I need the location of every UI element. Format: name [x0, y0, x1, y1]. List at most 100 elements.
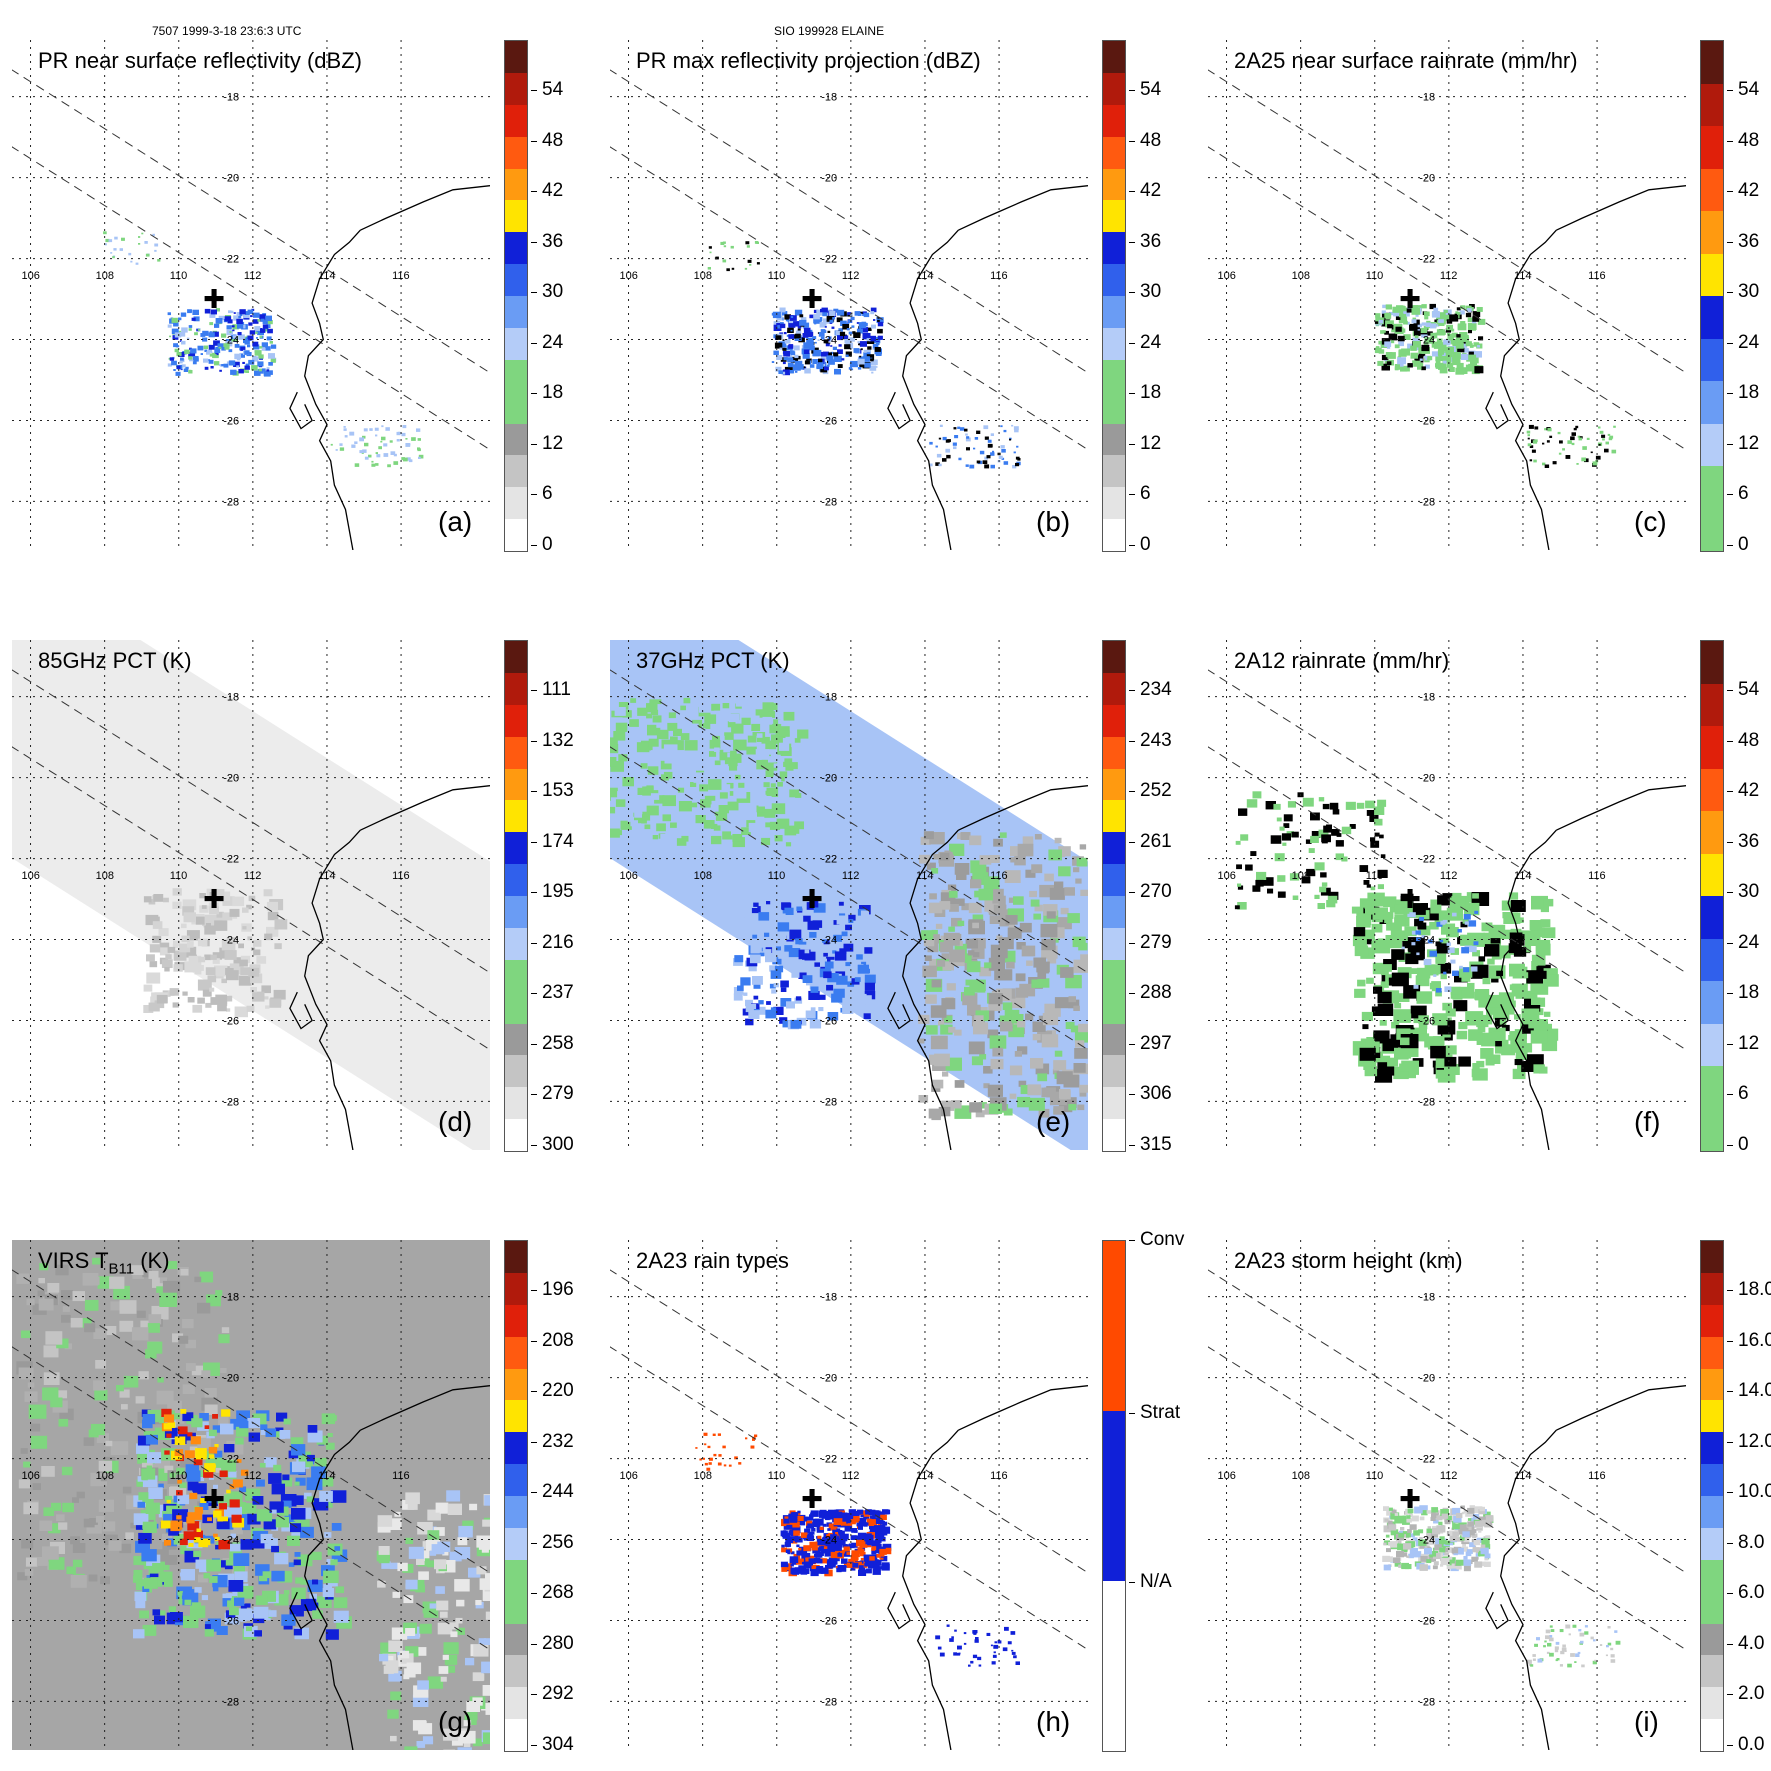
- rainrate-cell: [1488, 924, 1506, 939]
- rain-type-cell: [816, 1566, 824, 1572]
- reflectivity-cell: [344, 435, 348, 438]
- rainrate-cell: [1421, 322, 1426, 326]
- rainrate-cell: [1478, 998, 1491, 1008]
- colorbar-segment: [505, 1023, 527, 1056]
- storm-height-cell: [1592, 1660, 1597, 1665]
- max-reflectivity-cell: [862, 333, 871, 340]
- storm-height-cell: [1436, 1515, 1443, 1521]
- pct37-cell: [709, 751, 717, 757]
- pct37-cell: [790, 1019, 802, 1029]
- max-reflectivity-cell: [806, 331, 814, 337]
- virs-cell: [281, 1614, 296, 1626]
- longitude-label: 106: [22, 870, 40, 882]
- pct37-cell: [750, 944, 762, 954]
- storm-height-cell: [1410, 1533, 1415, 1538]
- virs-cell: [208, 1446, 218, 1454]
- reflectivity-cell: [202, 330, 209, 336]
- reflectivity-cell: [218, 315, 225, 321]
- max-reflectivity-cell: [866, 338, 871, 342]
- max-reflectivity-cell: [877, 321, 884, 327]
- pct37-cell: [610, 787, 618, 798]
- rainrate-cell: [1391, 949, 1405, 960]
- reflectivity-cell: [208, 344, 215, 350]
- max-reflectivity-cell: [774, 342, 783, 349]
- rainrate-cell: [1363, 880, 1370, 885]
- rain-type-cell: [865, 1568, 872, 1574]
- virs-cell: [194, 1276, 202, 1283]
- colorbar-tick-label: 54: [1726, 79, 1760, 101]
- rainrate-cell: [1501, 1024, 1510, 1032]
- storm-height-cell: [1561, 1647, 1567, 1652]
- pct37-cell: [861, 961, 867, 966]
- reflectivity-cell: [240, 346, 246, 351]
- rainrate-cell: [1557, 431, 1561, 435]
- rain-type-cell: [848, 1543, 855, 1549]
- latitude-label: -28: [1419, 1096, 1435, 1108]
- virs-cell: [312, 1579, 319, 1585]
- panel-title-text: 37GHz PCT (K): [636, 648, 790, 673]
- reflectivity-cell: [188, 369, 192, 372]
- virs-cell: [233, 1553, 250, 1566]
- panel-label-c: (c): [1634, 506, 1667, 537]
- virs-cell: [191, 1602, 201, 1610]
- colorbar-segment: [505, 1527, 527, 1560]
- rain-type-cell: [863, 1544, 868, 1548]
- max-reflectivity-cell: [990, 433, 994, 436]
- max-reflectivity-cell: [723, 245, 727, 248]
- rainrate-cell: [1366, 977, 1374, 984]
- rainrate-cell: [1510, 900, 1526, 912]
- pct37-cell: [704, 714, 717, 724]
- colorbar-tick-label: 48: [1128, 129, 1162, 151]
- virs-cell: [168, 1606, 177, 1613]
- rain-type-cell: [865, 1538, 874, 1546]
- rainrate-cell: [1389, 311, 1394, 316]
- pct37-cell: [761, 837, 771, 846]
- rainrate-cell: [1421, 304, 1427, 309]
- colorbar-segment: [1103, 896, 1125, 928]
- pct37-cell: [772, 946, 784, 956]
- storm-height-cell: [1560, 1650, 1565, 1655]
- colorbar-tick-label: 279: [531, 1083, 574, 1105]
- virs-cell: [256, 1479, 265, 1487]
- reflectivity-cell: [191, 317, 196, 321]
- rainrate-cell: [1354, 945, 1369, 957]
- rainrate-cell: [1445, 328, 1451, 333]
- storm-height-cell: [1565, 1624, 1571, 1629]
- colorbar-tick-label: 132: [531, 729, 574, 751]
- max-reflectivity-cell: [1003, 461, 1009, 465]
- virs-cell: [136, 1310, 146, 1318]
- max-reflectivity-cell: [773, 350, 779, 355]
- pr-swath-edge: [610, 1269, 1088, 1574]
- pct37-cell: [975, 1110, 985, 1118]
- rainrate-cell: [1318, 797, 1325, 802]
- colorbar-segment: [505, 232, 527, 265]
- colorbar-tick-label: 54: [1128, 79, 1162, 101]
- reflectivity-cell: [193, 356, 199, 361]
- max-reflectivity-cell: [827, 330, 831, 333]
- virs-cell: [38, 1298, 54, 1311]
- rainrate-cell: [1400, 1013, 1412, 1023]
- rainrate-cell: [1237, 883, 1242, 887]
- rainrate-cell: [1399, 1063, 1410, 1072]
- virs-cell: [269, 1501, 284, 1513]
- colorbar-tick-label: 14.0: [1727, 1380, 1771, 1402]
- rainrate-cell: [1379, 834, 1384, 839]
- pct85-cell: [246, 904, 252, 910]
- rain-type-cell: [997, 1640, 1002, 1644]
- colorbar-segment: [505, 104, 527, 137]
- pct37-cell: [663, 771, 673, 779]
- rainrate-cell: [1386, 922, 1397, 931]
- rainrate-cell: [1265, 801, 1276, 810]
- reflectivity-cell: [144, 241, 148, 244]
- rainrate-cell: [1602, 438, 1605, 441]
- rainrate-cell: [1314, 862, 1325, 871]
- max-reflectivity-cell: [793, 321, 800, 327]
- rainrate-cell: [1365, 908, 1373, 915]
- pct85-cell: [253, 940, 262, 947]
- rainrate-cell: [1534, 426, 1539, 430]
- pct37-cell: [637, 707, 648, 716]
- colorbar-tick-label: 12: [1726, 1032, 1760, 1054]
- virs-cell: [61, 1290, 73, 1300]
- colorbar-tick-label: 174: [531, 830, 574, 852]
- max-reflectivity-cell: [870, 358, 874, 362]
